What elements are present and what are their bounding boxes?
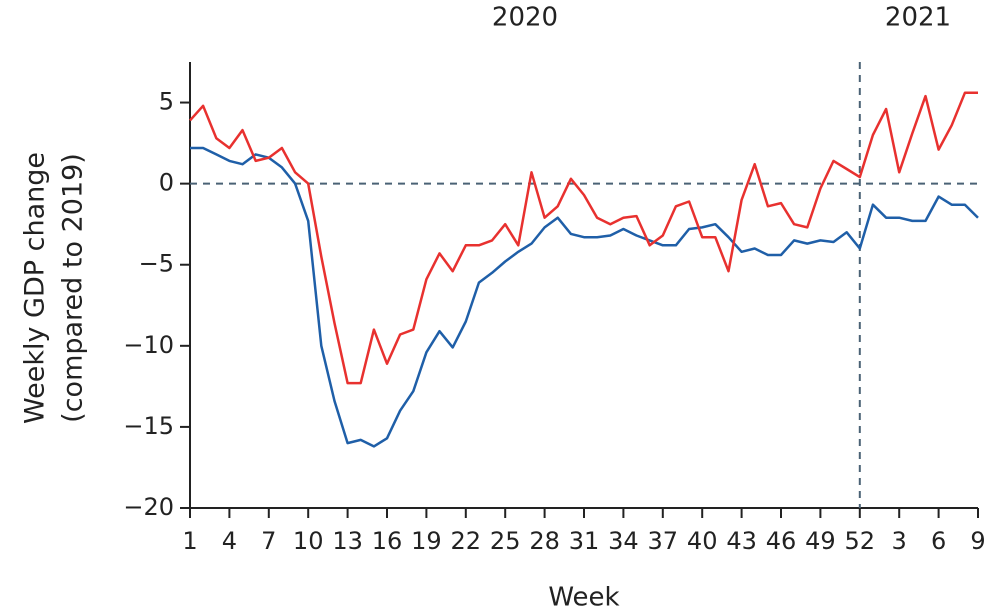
x-tick-label: 19	[411, 527, 442, 555]
y-tick-label: −20	[123, 493, 174, 521]
x-tick-label: 6	[931, 527, 946, 555]
x-tick-label: 22	[451, 527, 482, 555]
x-tick-label: 40	[687, 527, 718, 555]
x-tick-label: 34	[608, 527, 639, 555]
y-axis-label: (compared to 2019)	[58, 153, 89, 423]
y-axis-label: Weekly GDP change	[20, 152, 51, 424]
year-label: 2021	[885, 3, 951, 33]
x-tick-label: 1	[182, 527, 197, 555]
x-tick-label: 52	[845, 527, 876, 555]
x-tick-label: 46	[766, 527, 797, 555]
y-tick-label: 0	[159, 169, 174, 197]
x-axis-label: Week	[548, 583, 619, 613]
x-tick-label: 9	[970, 527, 985, 555]
x-tick-label: 43	[726, 527, 757, 555]
x-tick-label: 10	[293, 527, 324, 555]
y-tick-label: −5	[139, 250, 174, 278]
y-tick-label: 5	[159, 88, 174, 116]
x-tick-label: 49	[805, 527, 836, 555]
x-tick-label: 37	[648, 527, 679, 555]
y-tick-label: −10	[123, 331, 174, 359]
x-tick-label: 4	[222, 527, 237, 555]
year-label: 2020	[492, 3, 558, 33]
data-line	[189, 91, 978, 385]
y-tick-label: −15	[123, 412, 174, 440]
x-tick-label: 13	[332, 527, 363, 555]
data-line	[190, 146, 979, 448]
x-tick-label: 16	[372, 527, 403, 555]
x-tick-label: 7	[261, 527, 276, 555]
x-tick-label: 3	[892, 527, 907, 555]
x-tick-label: 28	[529, 527, 560, 555]
x-tick-label: 31	[569, 527, 600, 555]
x-tick-label: 25	[490, 527, 521, 555]
